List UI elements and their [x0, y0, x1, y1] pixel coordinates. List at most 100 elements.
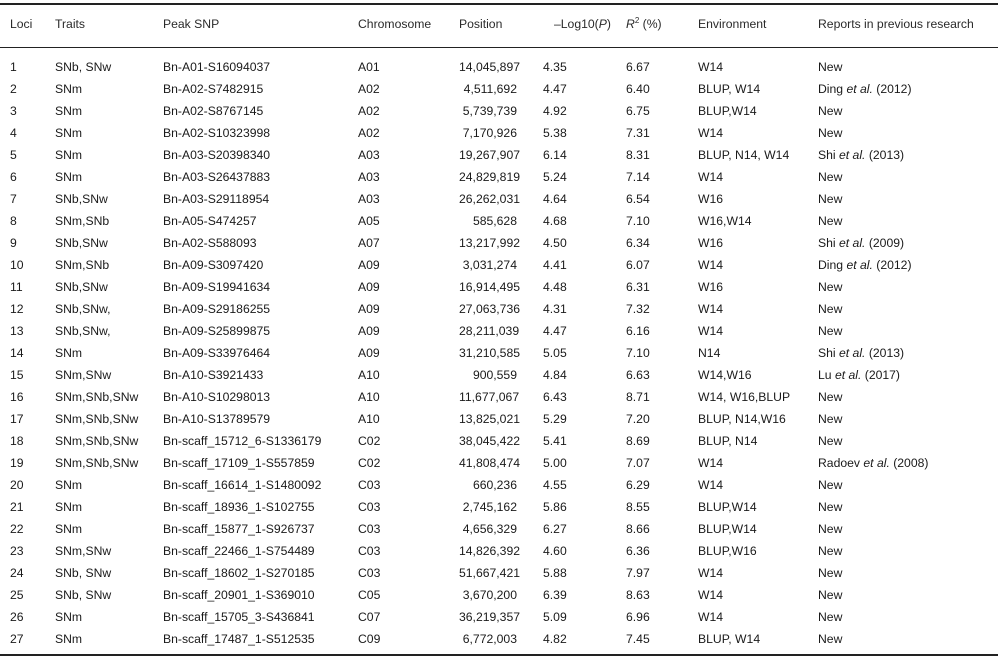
cell-loci: 2: [10, 82, 17, 96]
cell-position: 6,772,003: [462, 632, 517, 646]
cell-environment: W16,W14: [698, 214, 752, 228]
bottom-rule: [0, 654, 998, 656]
cell-report: New: [818, 408, 998, 430]
table-row: 19 SNm,SNb,SNw Bn-scaff_17109_1-S557859 C02…: [0, 452, 998, 474]
cell-log10p: 4.47: [543, 82, 567, 96]
cell-chromosome: A02: [358, 104, 380, 118]
cell-traits: SNb,SNw,: [55, 324, 111, 338]
cell-position: 660,236: [472, 478, 517, 492]
cell-loci: 10: [10, 258, 24, 272]
report-year: (2009): [865, 236, 905, 250]
cell-chromosome: A09: [358, 258, 380, 272]
cell-traits: SNm: [55, 610, 83, 624]
cell-r2: 6.54: [626, 192, 650, 206]
cell-traits: SNm: [55, 500, 83, 514]
report-author: Radoev: [818, 456, 861, 470]
cell-report: Shi et al. (2013): [818, 342, 998, 364]
cell-peak-snp: Bn-scaff_15877_1-S926737: [163, 522, 315, 536]
cell-loci: 8: [10, 214, 17, 228]
cell-peak-snp: Bn-A03-S20398340: [163, 148, 271, 162]
cell-r2: 6.67: [626, 60, 650, 74]
table-row: 6 SNm Bn-A03-S26437883 A03 24,829,819 5.24 7.1…: [0, 166, 998, 188]
report-etal: et al.: [843, 82, 873, 96]
report-etal: et al.: [843, 258, 873, 272]
cell-loci: 17: [10, 412, 24, 426]
table-row: 15 SNm,SNw Bn-A10-S3921433 A10 900,559 4.84 6.…: [0, 364, 998, 386]
cell-log10p: 4.31: [543, 302, 567, 316]
table-row: 18 SNm,SNb,SNw Bn-scaff_15712_6-S1336179 C0…: [0, 430, 998, 452]
report-year: (2012): [872, 82, 912, 96]
cell-position: 24,829,819: [459, 170, 520, 184]
cell-chromosome: A07: [358, 236, 380, 250]
cell-report: Shi et al. (2009): [818, 232, 998, 254]
cell-report: New: [818, 606, 998, 628]
cell-log10p: 4.82: [543, 632, 567, 646]
cell-position: 3,670,200: [462, 588, 517, 602]
cell-environment: W14: [698, 456, 724, 470]
cell-log10p: 6.39: [543, 588, 567, 602]
cell-traits: SNm: [55, 478, 83, 492]
header-chromosome: Chromosome: [358, 17, 432, 31]
report-author: Shi: [818, 346, 836, 360]
cell-report: New: [818, 122, 998, 144]
report-author: New: [818, 522, 843, 536]
header-reports: Reports in previous research: [818, 17, 974, 31]
header-log10p: –Log10(P): [554, 17, 611, 31]
cell-loci: 16: [10, 390, 24, 404]
table-row: 3 SNm Bn-A02-S8767145 A02 5,739,739 4.92 6.75 B…: [0, 100, 998, 122]
cell-traits: SNm,SNb,SNw: [55, 456, 139, 470]
cell-environment: BLUP,W16: [698, 544, 757, 558]
report-author: New: [818, 214, 843, 228]
cell-log10p: 4.35: [543, 60, 567, 74]
report-etal: et al.: [835, 346, 866, 360]
cell-log10p: 5.41: [543, 434, 567, 448]
table-row: 25 SNb, SNw Bn-scaff_20901_1-S369010 C05 3,6…: [0, 584, 998, 606]
cell-r2: 7.97: [626, 566, 650, 580]
cell-traits: SNm: [55, 104, 83, 118]
report-etal: et al.: [860, 456, 890, 470]
cell-log10p: 6.27: [543, 522, 567, 536]
cell-report: New: [818, 210, 998, 232]
cell-traits: SNm,SNb,SNw: [55, 434, 139, 448]
report-author: Shi: [818, 236, 836, 250]
cell-report: New: [818, 496, 998, 518]
cell-log10p: 5.05: [543, 346, 567, 360]
cell-report: New: [818, 276, 998, 298]
header-rule: [0, 47, 998, 48]
cell-r2: 6.63: [626, 368, 650, 382]
cell-r2: 7.45: [626, 632, 650, 646]
cell-environment: W16: [698, 236, 724, 250]
cell-log10p: 4.41: [543, 258, 567, 272]
cell-environment: W14: [698, 170, 724, 184]
cell-loci: 20: [10, 478, 24, 492]
table-row: 21 SNm Bn-scaff_18936_1-S102755 C03 2,745,16…: [0, 496, 998, 518]
report-author: New: [818, 610, 843, 624]
report-author: New: [818, 434, 843, 448]
cell-traits: SNb,SNw: [55, 280, 108, 294]
cell-traits: SNm,SNb,SNw: [55, 412, 139, 426]
cell-peak-snp: Bn-scaff_17109_1-S557859: [163, 456, 315, 470]
table-row: 7 SNb,SNw Bn-A03-S29118954 A03 26,262,031 4.6…: [0, 188, 998, 210]
cell-position: 3,031,274: [462, 258, 517, 272]
cell-loci: 14: [10, 346, 24, 360]
cell-peak-snp: Bn-A05-S474257: [163, 214, 257, 228]
cell-position: 14,045,897: [459, 60, 520, 74]
cell-traits: SNb,SNw: [55, 192, 108, 206]
cell-loci: 23: [10, 544, 24, 558]
cell-position: 14,826,392: [459, 544, 520, 558]
report-author: New: [818, 390, 843, 404]
table-row: 4 SNm Bn-A02-S10323998 A02 7,170,926 5.38 7.31…: [0, 122, 998, 144]
cell-environment: BLUP, W14: [698, 632, 761, 646]
cell-r2: 6.29: [626, 478, 650, 492]
cell-chromosome: A10: [358, 368, 380, 382]
header-environment: Environment: [698, 17, 767, 31]
cell-r2: 6.96: [626, 610, 650, 624]
table-row: 20 SNm Bn-scaff_16614_1-S1480092 C03 660,236…: [0, 474, 998, 496]
table-body: 1 SNb, SNw Bn-A01-S16094037 A01 14,045,897 4.…: [0, 48, 998, 650]
cell-loci: 27: [10, 632, 24, 646]
cell-log10p: 5.29: [543, 412, 567, 426]
cell-r2: 6.36: [626, 544, 650, 558]
cell-traits: SNm,SNb: [55, 258, 110, 272]
table-row: 24 SNb, SNw Bn-scaff_18602_1-S270185 C03 51,…: [0, 562, 998, 584]
